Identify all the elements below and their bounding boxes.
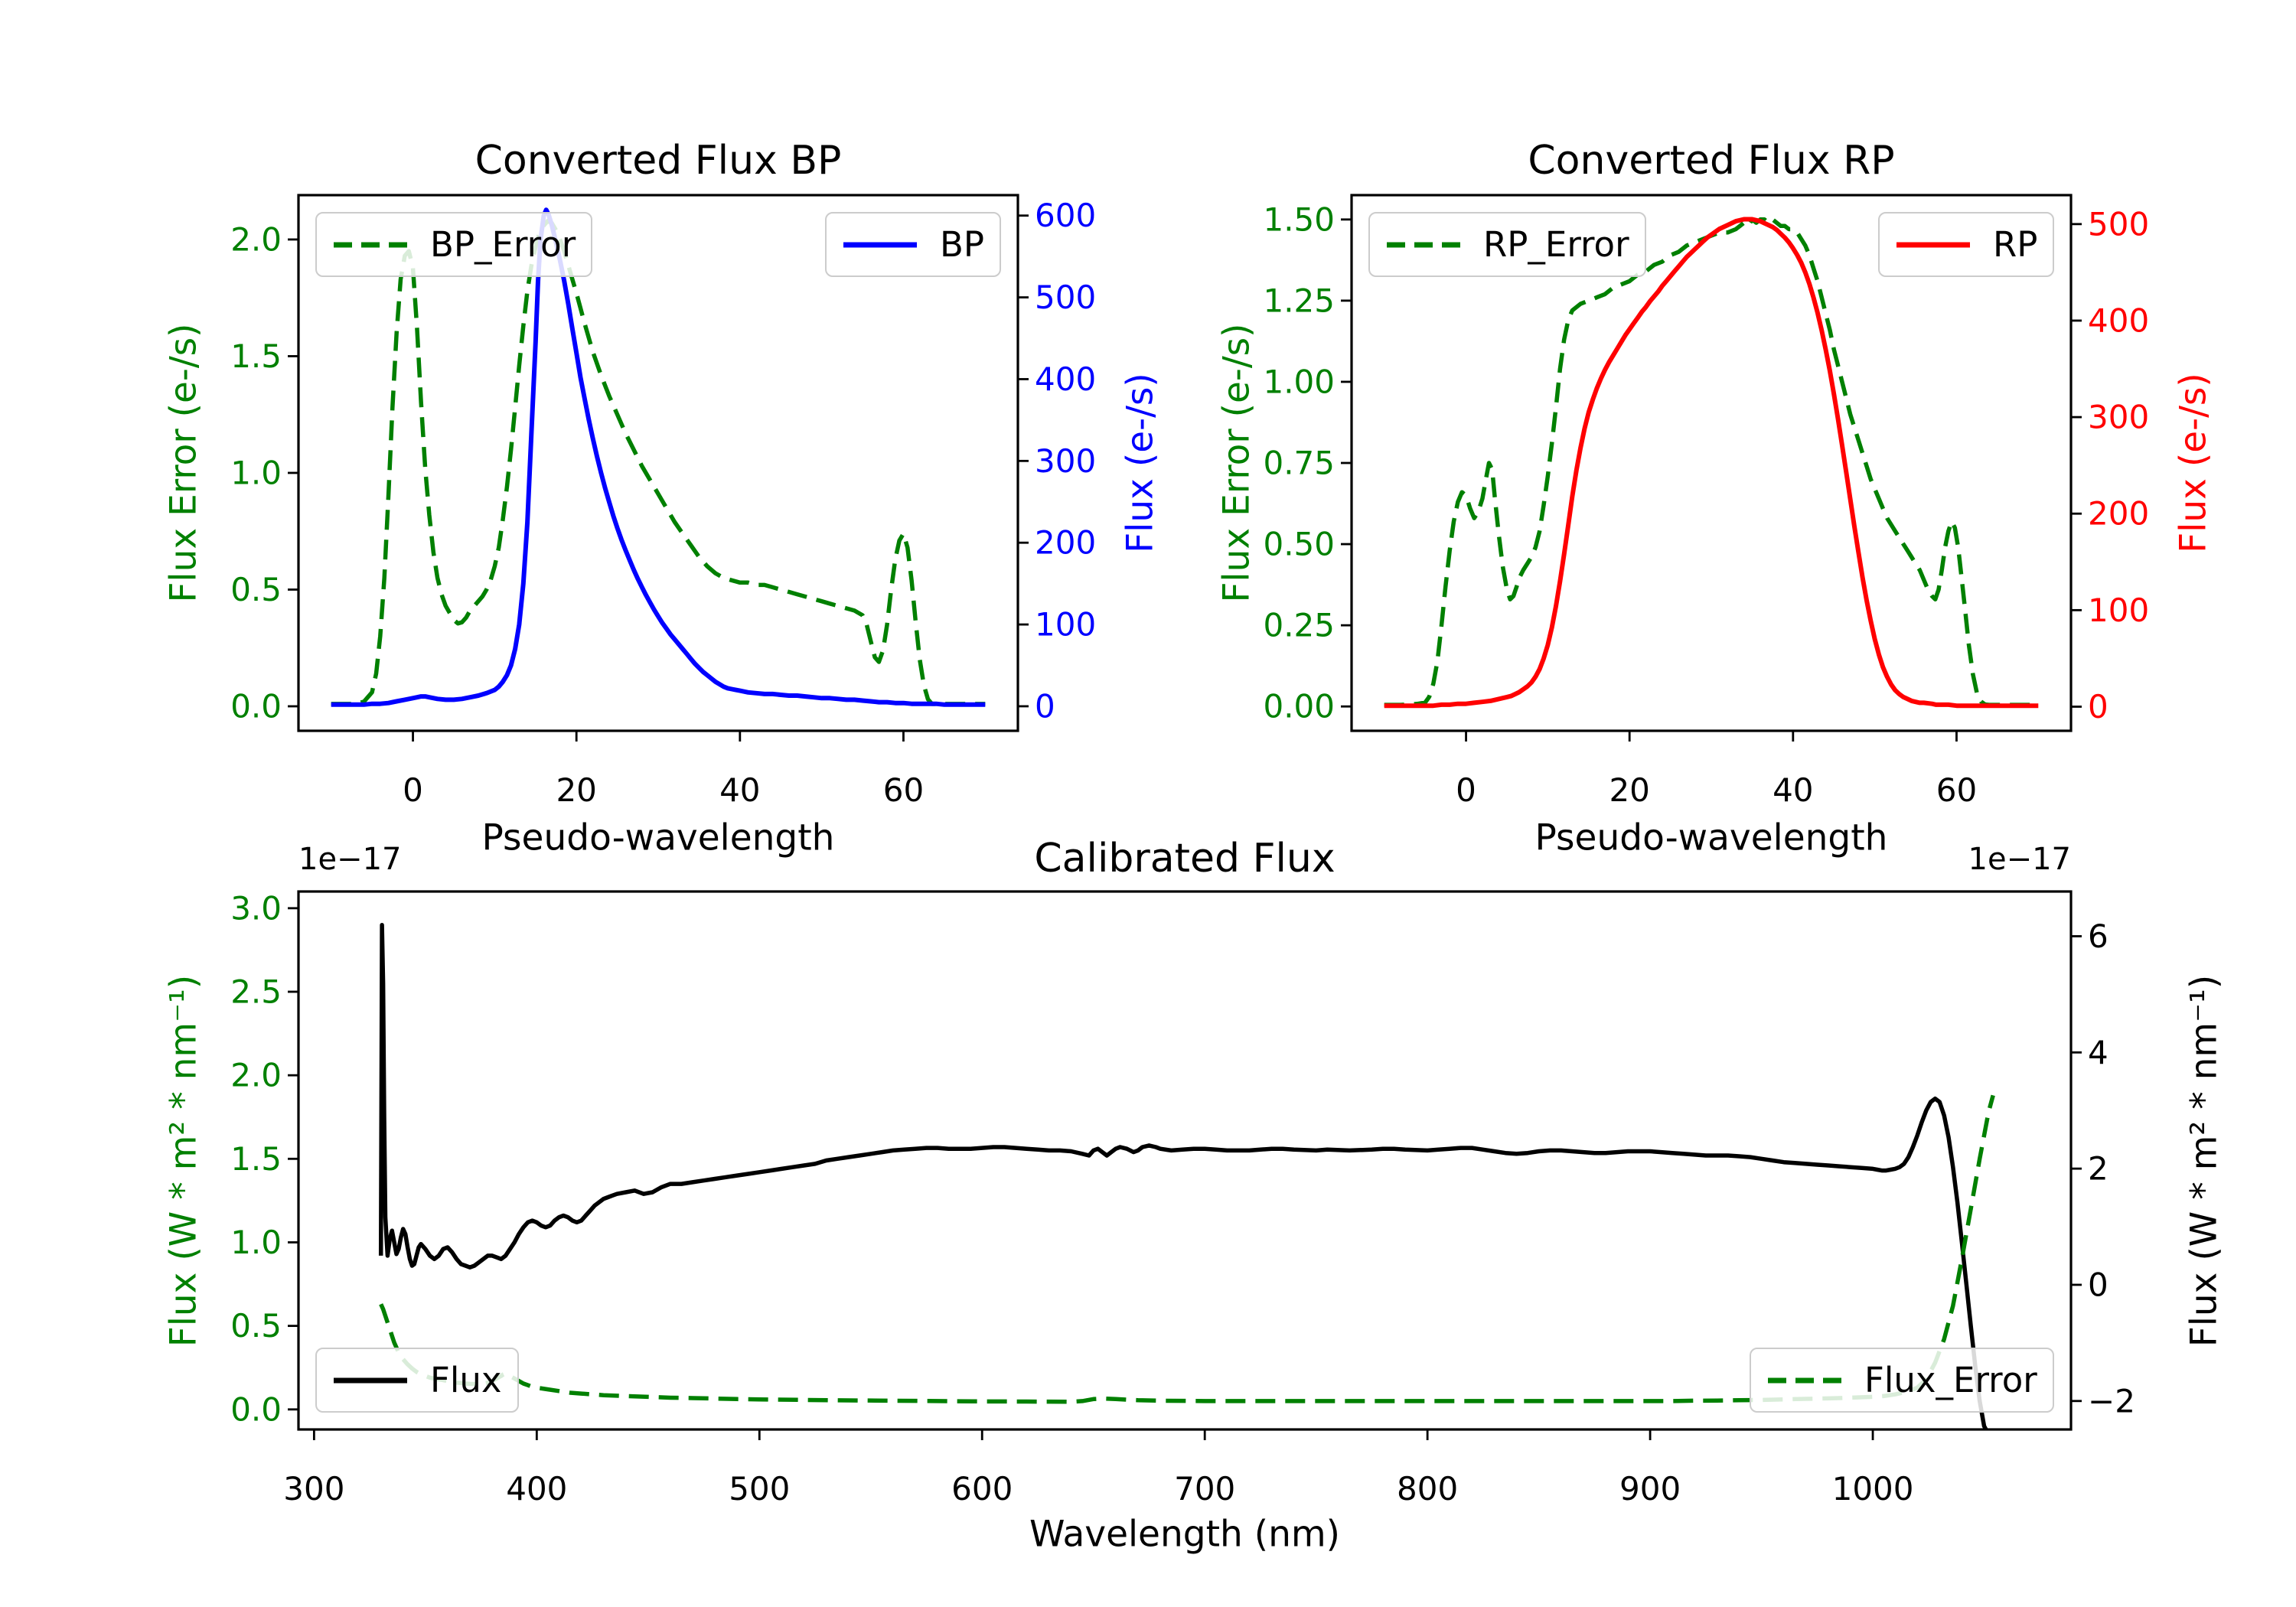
y-tick-label-right: 600 (1035, 197, 1096, 234)
x-tick-label: 800 (1397, 1470, 1458, 1508)
legend-solid-line-icon (334, 1377, 407, 1383)
y-tick-label-right: 100 (2088, 592, 2149, 629)
y-axis-label-right-bp: Flux (e-/s) (1119, 373, 1162, 553)
y-tick-label-left: 1.50 (1263, 200, 1335, 238)
offset-text-right: 1e−17 (1968, 842, 2071, 877)
y-tick-label-right: 500 (2088, 205, 2149, 243)
y-tick-label-left: 1.0 (230, 454, 282, 491)
y-axis-label-right-rp: Flux (e-/s) (2172, 373, 2215, 553)
legend-flux: Flux (315, 1348, 519, 1413)
chart-title-rp: Converted Flux RP (1528, 138, 1895, 184)
y-axis-label-right-calibrated: Flux (W * m² * nm⁻¹) (2183, 974, 2226, 1347)
x-tick-label: 600 (951, 1470, 1013, 1508)
series-line-bp (331, 207, 986, 707)
x-tick-label: 60 (883, 771, 924, 809)
series-line-bp_error (331, 218, 986, 706)
y-axis-label-left-bp: Flux Error (e-/s) (162, 323, 205, 603)
y-tick-label-right: 200 (1035, 524, 1096, 562)
legend-solid-line-icon (1896, 242, 1970, 247)
y-tick-label-left: 0.0 (230, 1390, 282, 1428)
y-tick-label-right: 300 (1035, 442, 1096, 480)
legend-dashed-line-icon (334, 242, 407, 247)
y-tick-label-left: 1.25 (1263, 282, 1335, 319)
y-tick-label-right: 400 (1035, 360, 1096, 398)
x-tick-label: 0 (403, 771, 423, 809)
y-tick-label-left: 2.0 (230, 220, 282, 258)
x-tick-label: 40 (1773, 771, 1813, 809)
y-tick-label-left: 2.5 (230, 973, 282, 1010)
x-tick-label: 60 (1936, 771, 1977, 809)
axes-frame (297, 194, 1019, 732)
x-tick-label: 500 (729, 1470, 790, 1508)
x-tick-label: 300 (283, 1470, 344, 1508)
legend-label: BP_Error (430, 224, 576, 265)
chart-title-bp: Converted Flux BP (475, 138, 842, 184)
legend-label: RP_Error (1483, 224, 1629, 265)
legend-bp-error: BP_Error (315, 212, 593, 277)
legend-label: Flux_Error (1864, 1360, 2037, 1400)
series-line-rp (1384, 217, 2039, 709)
legend-dashed-line-icon (1768, 1377, 1841, 1383)
x-tick-label: 20 (1609, 771, 1649, 809)
x-tick-label: 0 (1456, 771, 1476, 809)
y-tick-label-left: 0.5 (230, 1307, 282, 1345)
legend-solid-line-icon (843, 242, 917, 247)
legend-label: RP (1993, 224, 2038, 265)
legend-label: Flux (430, 1360, 502, 1400)
y-tick-label-right: 4 (2088, 1034, 2108, 1071)
x-axis-label-calibrated: Wavelength (nm) (1029, 1513, 1340, 1556)
x-tick-label: 700 (1174, 1470, 1235, 1508)
y-tick-label-right: 6 (2088, 918, 2108, 955)
x-axis-label-rp: Pseudo-wavelength (1534, 817, 1888, 859)
y-tick-label-right: 500 (1035, 279, 1096, 316)
y-tick-label-left: 2.0 (230, 1057, 282, 1094)
y-tick-label-left: 0.75 (1263, 445, 1335, 482)
chart-rp: 0 20 40 60 0.00 0.25 0.50 0.75 1.00 1.25 1.50 0 100 2… (1263, 194, 2149, 809)
y-tick-label-right: 100 (1035, 606, 1096, 644)
y-tick-label-right: 2 (2088, 1150, 2108, 1188)
chart-title-calibrated: Calibrated Flux (1034, 836, 1336, 882)
legend-flux-error: Flux_Error (1750, 1348, 2054, 1413)
y-tick-label-left: 1.5 (230, 337, 282, 375)
legend-label: BP (940, 224, 985, 265)
y-axis-label-left-calibrated: Flux (W * m² * nm⁻¹) (162, 974, 205, 1347)
y-tick-label-left: 0.25 (1263, 607, 1335, 644)
y-tick-label-right: 0 (2088, 1266, 2108, 1303)
y-axis-label-left-rp: Flux Error (e-/s) (1215, 323, 1258, 603)
legend-rp: RP (1878, 212, 2055, 277)
x-tick-label: 400 (506, 1470, 567, 1508)
legend-rp-error: RP_Error (1368, 212, 1646, 277)
legend-bp: BP (825, 212, 1002, 277)
x-tick-label: 900 (1619, 1470, 1681, 1508)
y-tick-label-left: 1.0 (230, 1224, 282, 1261)
y-tick-label-right: 0 (1035, 687, 1055, 725)
y-tick-label-left: 0.0 (230, 687, 282, 725)
y-tick-label-left: 0.50 (1263, 526, 1335, 563)
chart-bp: 0 20 40 60 0.0 0.5 1.0 1.5 2.0 0 100 200 300 400 500 60… (230, 194, 1096, 809)
y-tick-label-right: 200 (2088, 495, 2149, 533)
y-tick-label-left: 1.5 (230, 1140, 282, 1178)
y-tick-label-right: 300 (2088, 399, 2149, 436)
x-axis-label-bp: Pseudo-wavelength (481, 817, 835, 859)
x-tick-label: 40 (719, 771, 760, 809)
chart-calibrated: 300 400 500 600 700 800 900 1000 0.0 0.5 1.0 1.5 2.0… (230, 889, 2135, 1508)
legend-dashed-line-icon (1387, 242, 1460, 247)
y-tick-label-left: 3.0 (230, 889, 282, 927)
axes-frame (297, 890, 2073, 1431)
y-tick-label-left: 0.5 (230, 571, 282, 608)
y-tick-label-right: 0 (2088, 688, 2108, 725)
y-tick-label-right: 400 (2088, 302, 2149, 339)
x-tick-label: 20 (556, 771, 596, 809)
y-tick-label-left: 1.00 (1263, 363, 1335, 400)
y-tick-label-right: −2 (2088, 1382, 2135, 1420)
y-tick-label-left: 0.00 (1263, 688, 1335, 725)
x-tick-label: 1000 (1832, 1470, 1914, 1508)
offset-text-left: 1e−17 (298, 842, 402, 877)
series-line-rp_error (1384, 217, 2039, 707)
series-line-flux (378, 922, 1988, 1429)
